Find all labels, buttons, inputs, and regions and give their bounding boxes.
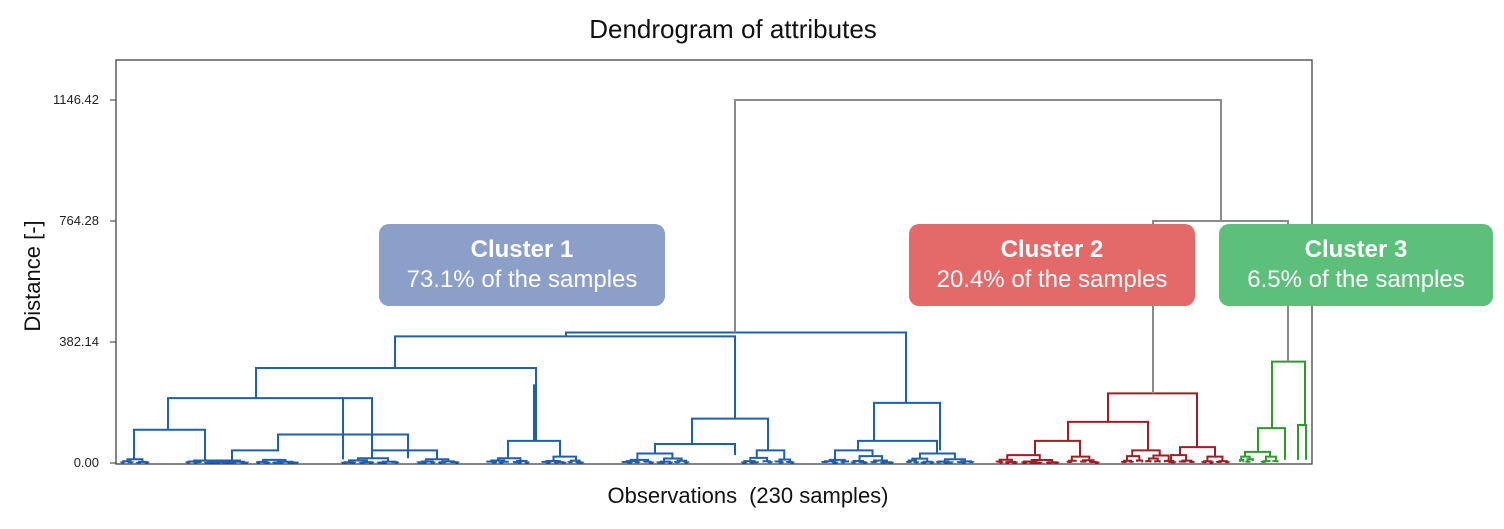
dendrogram-leaf-link [496, 457, 522, 461]
dendrogram-leaf-link [935, 461, 942, 464]
dendrogram-leaf-link [1170, 454, 1188, 461]
dendrogram-link [533, 384, 537, 441]
dendrogram-leaf-link [1240, 455, 1251, 461]
dendrogram-leaf-link [1128, 460, 1134, 463]
x-axis-sample-count: (230 samples) [749, 483, 888, 508]
dendrogram-link [371, 449, 438, 460]
dendrogram-leaf-link [1126, 455, 1141, 461]
dendrogram-leaf-link [1006, 454, 1041, 460]
dendrogram-link [1244, 450, 1271, 457]
dendrogram-leaf-link [1170, 461, 1177, 464]
y-tick-label: 0.00 [74, 455, 99, 470]
y-axis-ticks: 0.00 382.14 764.28 1146.42 [53, 92, 116, 470]
merge-link-root [734, 99, 1222, 333]
dendrogram-link [691, 417, 769, 451]
dendrogram-leaf-link [1080, 460, 1087, 463]
dendrogram-leaf-link [834, 449, 874, 460]
dendrogram-leaf-link [943, 458, 966, 462]
dendrogram-leaf-link [778, 458, 792, 462]
dendrogram-leaf-link [1154, 460, 1161, 463]
y-tick-label: 764.28 [59, 213, 99, 228]
dendrogram-leaf-link [1189, 461, 1195, 464]
dendrogram-link [342, 397, 373, 460]
cluster-1-name: Cluster 1 [470, 236, 574, 263]
dendrogram-leaf-link [1272, 460, 1279, 463]
dendrogram-leaf-link [906, 461, 912, 464]
cluster-3-share: 6.5% of the samples [1247, 266, 1465, 293]
chart-title: Dendrogram of attributes [589, 14, 877, 44]
dendrogram-leaf-link [663, 457, 683, 462]
x-axis-label: Observations (230 samples) [607, 483, 888, 508]
dendrogram-link [133, 428, 206, 461]
dendrogram-link [394, 335, 736, 419]
dendrogram-link [255, 367, 537, 399]
cluster-3-name: Cluster 3 [1304, 236, 1408, 263]
dendrogram-leaf-link [552, 455, 577, 462]
dendrogram-leaf-link [749, 456, 769, 462]
dendrogram-leaf-link [1206, 455, 1224, 462]
dendrogram-leaf-link [1245, 460, 1251, 463]
dendrogram-leaf-link [1246, 458, 1254, 462]
dendrogram-leaf-link [1121, 461, 1128, 464]
dendrogram-link [654, 443, 736, 456]
dendrogram-leaf-link [858, 455, 884, 461]
dendrogram-leaf-link [1136, 459, 1144, 463]
dendrogram-leaf-link [1178, 460, 1187, 463]
dendrogram-tree [120, 99, 1307, 464]
dendrogram-leaf-link [1147, 457, 1159, 462]
dendrogram-link [1107, 392, 1198, 448]
dendrogram-leaf-link [1145, 460, 1152, 463]
dendrogram-leaf-link [126, 458, 144, 462]
dendrogram-link [231, 434, 279, 461]
dendrogram-leaf-link [968, 461, 975, 464]
dendrogram-leaf-link [1264, 455, 1277, 462]
dendrogram-leaf-link [1260, 460, 1267, 463]
dendrogram-link [507, 439, 561, 459]
dendrogram-leaf-link [821, 461, 829, 464]
cluster-3-label-box: Cluster 3 6.5% of the samples [1219, 224, 1493, 306]
cluster-2-name: Cluster 2 [1000, 236, 1104, 263]
dendrogram-link [857, 439, 938, 454]
dendrogram-leaf-link [870, 461, 878, 464]
dendrogram-leaf-link [755, 449, 786, 460]
dendrogram-leaf-link [1070, 455, 1091, 461]
y-tick-label: 1146.42 [53, 92, 99, 107]
dendrogram-leaf-link [1131, 449, 1161, 457]
dendrogram-link [1257, 427, 1286, 460]
dendrogram-leaf-link [1066, 460, 1073, 463]
dendrogram-leaf-link [1239, 459, 1245, 463]
dendrogram-leaf-link [767, 461, 773, 464]
cluster-2-label-box: Cluster 2 20.4% of the samples [909, 224, 1195, 306]
y-axis-label: Distance [-] [20, 220, 45, 331]
dendrogram-leaf-link [1152, 454, 1170, 461]
cluster-1-share: 73.1% of the samples [406, 266, 638, 293]
dendrogram-leaf-link [674, 461, 681, 464]
cluster-1-label-box: Cluster 1 73.1% of the samples [379, 224, 665, 306]
dendrogram-link [873, 401, 941, 451]
dendrogram-leaf-link [840, 461, 846, 464]
dendrogram-leaf-link [356, 457, 389, 462]
x-axis-label-text: Observations [607, 483, 737, 508]
dendrogram-leaf-link [1224, 461, 1230, 464]
y-tick-label: 382.14 [59, 334, 99, 349]
dendrogram-link [1297, 424, 1307, 460]
dendrogram-leaf-link [918, 452, 956, 460]
dendrogram-link [1034, 439, 1081, 457]
cluster-2-share: 20.4% of the samples [936, 266, 1168, 293]
dendrogram-leaf-link [636, 452, 674, 460]
dendrogram-link [1271, 360, 1306, 429]
dendrogram-leaf-link [1215, 460, 1223, 463]
dendrogram-leaf-link [424, 458, 450, 462]
dendrogram-leaf-link [913, 461, 920, 464]
